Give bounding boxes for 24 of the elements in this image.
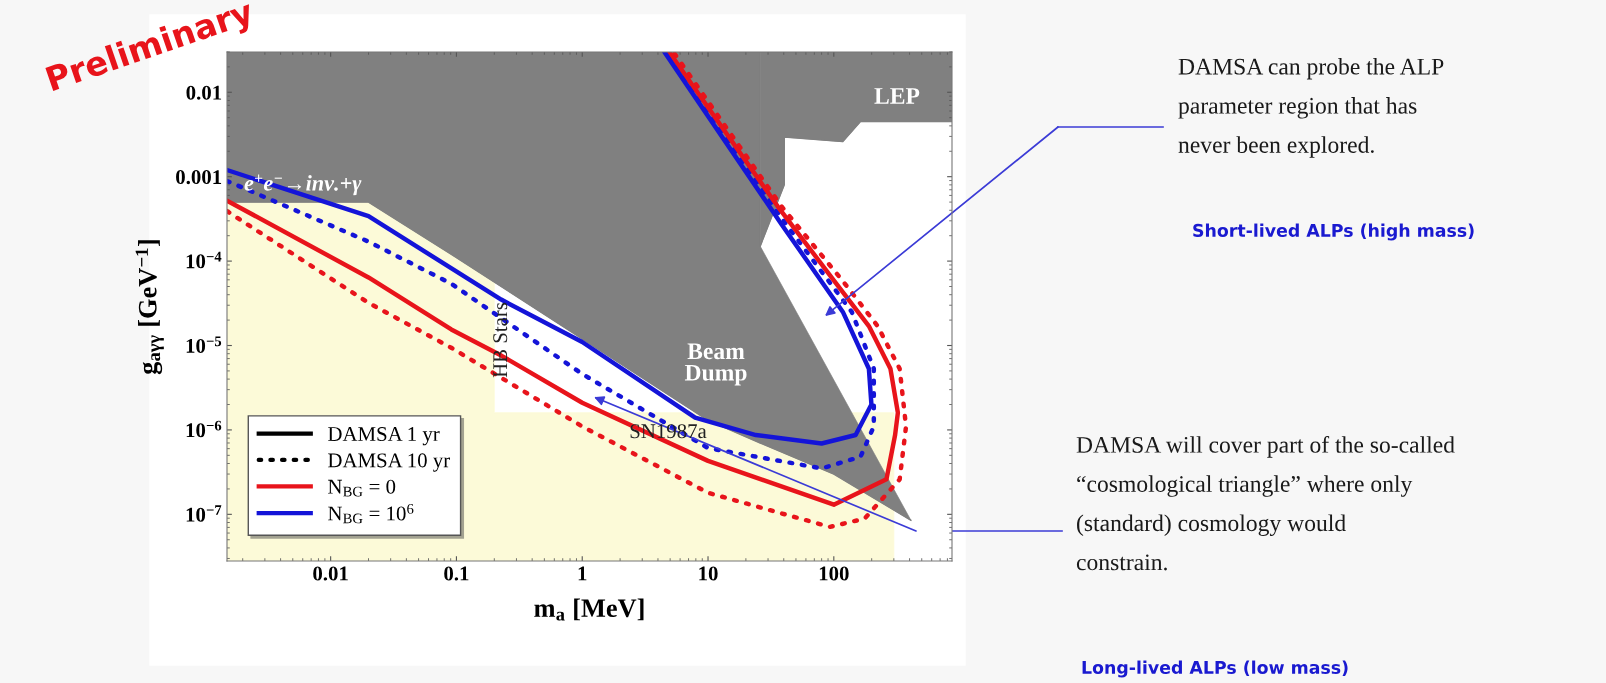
x-axis-title: m$_{a}$ [MeV] [534,598,644,621]
y-tick-label: 10$^{−6}$ [186,420,222,438]
y-tick-label: 10$^{−4}$ [186,251,222,269]
y-tick-label: 10$^{−7}$ [186,505,222,522]
legend-label: N$_{BG}$ = 0 [328,479,396,497]
annotation: Beam Dump [684,343,747,386]
legend-label: DAMSA 10 yr [328,453,450,472]
y-tick-label: 0.001 [176,170,222,185]
x-tick-label: 0.1 [444,566,469,581]
text: Long-lived ALPs (low mass) [1082,660,1348,678]
text: DAMSA can probe the ALP parameter region that has never been explored. [1178,58,1444,158]
y-axis-title: g$_{aγγ}$ [GeV$^{−1}$] [135,240,164,375]
annotation: e$^{+}$e$^{−}$→inv.+γ [244,174,362,196]
legend-label: DAMSA 1 yr [328,427,440,446]
text: Short-lived ALPs (high mass) [1193,223,1474,241]
x-tick-label: 10 [699,566,718,581]
x-tick-label: 0.01 [313,566,348,581]
legend-label: N$_{BG}$ = 10$^{6}$ [328,504,414,524]
annotation: HB Stars [493,302,508,378]
annotation: LEP [874,88,920,104]
x-tick-label: 100 [819,566,849,581]
text: DAMSA will cover part of the so-called “cosmological triangle” where only (standard) cosmology would constrain. [1076,436,1455,571]
y-tick-label: 10$^{−5}$ [186,336,222,353]
x-tick-label: 1 [578,566,587,581]
